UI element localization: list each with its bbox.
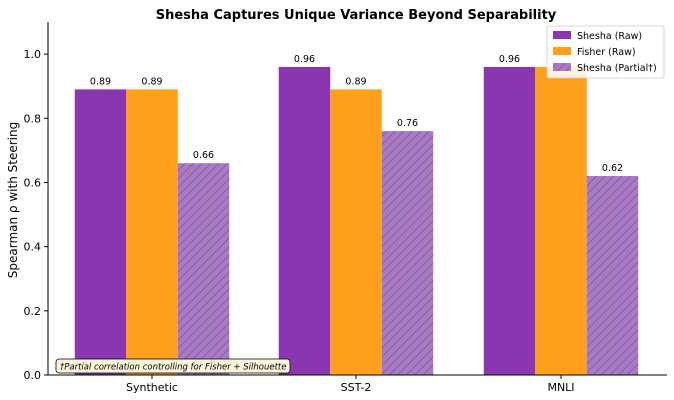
x-tick-label: Synthetic <box>126 381 178 394</box>
bar-shesha-raw-mnli <box>483 66 536 375</box>
data-label: 0.76 <box>397 118 418 129</box>
value-labels-layer: 0.89 0.89 0.66 0.96 0.89 0.76 0.96 0.62 <box>90 54 623 174</box>
bars-layer <box>74 66 639 376</box>
y-axis-title: Spearman ρ with Steering <box>6 122 20 278</box>
y-tick-label: 0.2 <box>24 305 42 318</box>
data-label: 0.62 <box>602 163 623 174</box>
data-label: 0.89 <box>345 76 366 87</box>
y-tick-label: 0.6 <box>24 176 42 189</box>
annotation-text: †Partial correlation controlling for Fis… <box>60 363 286 373</box>
legend-swatch <box>553 63 571 71</box>
data-label: 0.89 <box>90 76 111 87</box>
legend-label: Fisher (Raw) <box>577 47 636 58</box>
legend-frame <box>546 25 665 79</box>
bar-fisher-raw-mnli <box>535 66 587 375</box>
data-label: 0.96 <box>294 54 315 65</box>
bar-shesha-partial-mnli <box>586 176 639 375</box>
y-tick-label: 0.0 <box>24 369 42 382</box>
axes-layer: 0.0 0.2 0.4 0.6 0.8 1.0 Synthetic SST-2 MNLI <box>24 22 667 394</box>
y-tick-label: 0.8 <box>24 112 42 125</box>
annotation-box <box>55 358 291 374</box>
chart-title: Shesha Captures Unique Variance Beyond S… <box>156 8 557 23</box>
data-label: 0.66 <box>193 150 214 161</box>
annotation-note: †Partial correlation controlling for Fis… <box>55 358 291 374</box>
legend-label: Shesha (Raw) <box>577 31 642 42</box>
bar-fisher-raw-sst-2 <box>330 89 382 376</box>
x-tick-label: SST-2 <box>341 381 372 394</box>
bar-shesha-raw-synthetic <box>74 89 127 376</box>
bar-shesha-raw-sst-2 <box>278 66 331 375</box>
bar-shesha-partial-synthetic <box>177 163 230 375</box>
data-label: 0.96 <box>499 54 520 65</box>
legend-swatch <box>553 31 571 39</box>
legend-swatch <box>553 47 571 55</box>
bar-shesha-partial-sst-2 <box>381 131 434 375</box>
legend-label: Shesha (Partial†) <box>577 63 657 74</box>
bar-fisher-raw-synthetic <box>126 89 178 376</box>
data-label: 0.89 <box>141 76 162 87</box>
legend: Shesha (Raw) Fisher (Raw) Shesha (Partial†… <box>546 25 665 79</box>
x-tick-label: MNLI <box>547 381 574 394</box>
y-tick-label: 0.4 <box>24 241 42 254</box>
y-tick-label: 1.0 <box>24 48 42 61</box>
